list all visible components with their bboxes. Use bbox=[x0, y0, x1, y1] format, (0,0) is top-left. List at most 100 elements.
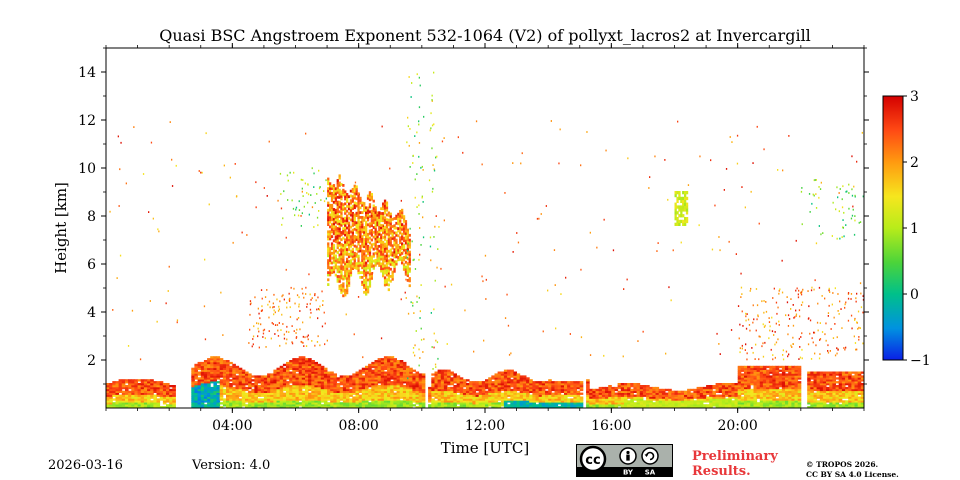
cirrus-cell bbox=[376, 213, 379, 217]
heatmap-cell bbox=[624, 388, 628, 392]
cirrus-cell bbox=[363, 259, 366, 263]
cirrus-cell bbox=[361, 280, 364, 284]
heatmap-cell bbox=[380, 400, 385, 403]
heatmap-cell bbox=[308, 402, 312, 405]
cirrus-cell bbox=[351, 214, 354, 218]
heatmap-cell bbox=[232, 365, 236, 369]
heatmap-cell bbox=[766, 388, 770, 392]
heatmap-cell bbox=[775, 371, 780, 374]
heatmap-cell bbox=[522, 406, 527, 408]
heatmap-cell bbox=[857, 375, 862, 378]
cirrus-cell bbox=[368, 263, 372, 266]
heatmap-cell bbox=[570, 383, 574, 386]
heatmap-cell bbox=[203, 394, 208, 397]
heatmap-cell bbox=[125, 379, 129, 382]
heatmap-cell bbox=[472, 392, 476, 395]
cirrus-cell bbox=[332, 217, 336, 221]
heatmap-cell bbox=[447, 371, 451, 374]
heatmap-cell bbox=[333, 373, 337, 376]
heatmap-cell bbox=[529, 394, 533, 397]
cirrus-cell bbox=[374, 208, 377, 212]
cirrus-cell bbox=[383, 228, 387, 232]
heatmap-cell bbox=[744, 388, 748, 392]
heatmap-cell bbox=[248, 375, 252, 378]
heatmap-cell bbox=[203, 383, 208, 386]
heatmap-cell bbox=[229, 398, 233, 401]
heatmap-cell bbox=[680, 390, 685, 393]
heatmap-cell bbox=[513, 381, 517, 384]
heatmap-cell bbox=[759, 394, 764, 397]
heatmap-cell bbox=[614, 386, 619, 390]
heatmap-cell bbox=[579, 385, 584, 388]
heatmap-cell bbox=[229, 402, 233, 405]
cirrus-cell bbox=[365, 285, 368, 289]
heatmap-cell bbox=[106, 404, 110, 407]
heatmap-cell bbox=[759, 371, 764, 374]
heatmap-cell bbox=[267, 400, 271, 403]
heatmap-cell bbox=[418, 379, 423, 382]
heatmap-cell bbox=[216, 369, 221, 372]
heatmap-cell bbox=[207, 361, 211, 365]
heatmap-cell bbox=[276, 371, 281, 374]
cirrus-cell bbox=[368, 205, 372, 209]
heatmap-cell bbox=[706, 400, 710, 403]
heatmap-cell bbox=[807, 381, 811, 384]
cirrus-cell bbox=[389, 224, 392, 228]
heatmap-cell bbox=[421, 388, 426, 392]
heatmap-cell bbox=[750, 369, 754, 372]
heatmap-cell bbox=[680, 400, 685, 403]
cirrus-cell bbox=[406, 262, 409, 265]
heatmap-cell bbox=[219, 369, 224, 372]
heatmap-cell bbox=[238, 388, 243, 392]
heatmap-cell bbox=[200, 371, 205, 374]
heatmap-cell bbox=[207, 385, 211, 388]
heatmap-cell bbox=[459, 386, 464, 390]
cirrus-cell bbox=[399, 212, 402, 216]
heatmap-cell bbox=[387, 386, 391, 390]
heatmap-cell bbox=[245, 377, 249, 380]
cirrus-cell bbox=[332, 184, 336, 187]
cirrus-cell bbox=[359, 201, 362, 205]
cirrus-cell bbox=[332, 244, 336, 247]
heatmap-cell bbox=[295, 385, 300, 388]
heatmap-cell bbox=[573, 398, 577, 401]
heatmap-cell bbox=[229, 367, 233, 370]
heatmap-cell bbox=[172, 406, 176, 408]
heatmap-cell bbox=[860, 402, 864, 405]
heatmap-cell bbox=[421, 392, 426, 395]
cirrus-cell bbox=[378, 249, 381, 253]
heatmap-cell bbox=[649, 396, 653, 399]
heatmap-cell bbox=[529, 388, 533, 392]
heatmap-cell bbox=[109, 398, 113, 401]
heatmap-cell bbox=[548, 383, 552, 386]
heatmap-cell bbox=[601, 386, 606, 390]
heatmap-cell bbox=[829, 392, 833, 395]
heatmap-cell bbox=[500, 388, 505, 392]
heatmap-cell bbox=[241, 392, 246, 395]
cirrus-cell bbox=[372, 266, 375, 270]
heatmap-cell bbox=[557, 406, 562, 408]
heatmap-cell bbox=[592, 390, 596, 393]
heatmap-cell bbox=[112, 398, 116, 401]
heatmap-cell bbox=[311, 377, 315, 380]
heatmap-cell bbox=[541, 394, 546, 397]
heatmap-cell bbox=[418, 377, 423, 380]
heatmap-cell bbox=[169, 394, 173, 397]
heatmap-cell bbox=[434, 404, 439, 407]
cirrus-cell bbox=[344, 264, 347, 268]
cirrus-cell bbox=[380, 252, 383, 256]
cirrus-cell bbox=[385, 247, 389, 250]
heatmap-cell bbox=[368, 371, 372, 374]
heatmap-cell bbox=[147, 385, 151, 388]
heatmap-cell bbox=[481, 381, 486, 384]
heatmap-cell bbox=[440, 388, 445, 392]
heatmap-cell bbox=[766, 400, 770, 403]
heatmap-cell bbox=[762, 396, 767, 399]
heatmap-cell bbox=[213, 365, 217, 369]
heatmap-cell bbox=[772, 383, 776, 386]
heatmap-cell bbox=[557, 388, 562, 392]
cirrus-cell bbox=[380, 248, 383, 251]
heatmap-cell bbox=[557, 390, 562, 393]
heatmap-cell bbox=[270, 392, 274, 395]
heatmap-cell bbox=[655, 396, 660, 399]
